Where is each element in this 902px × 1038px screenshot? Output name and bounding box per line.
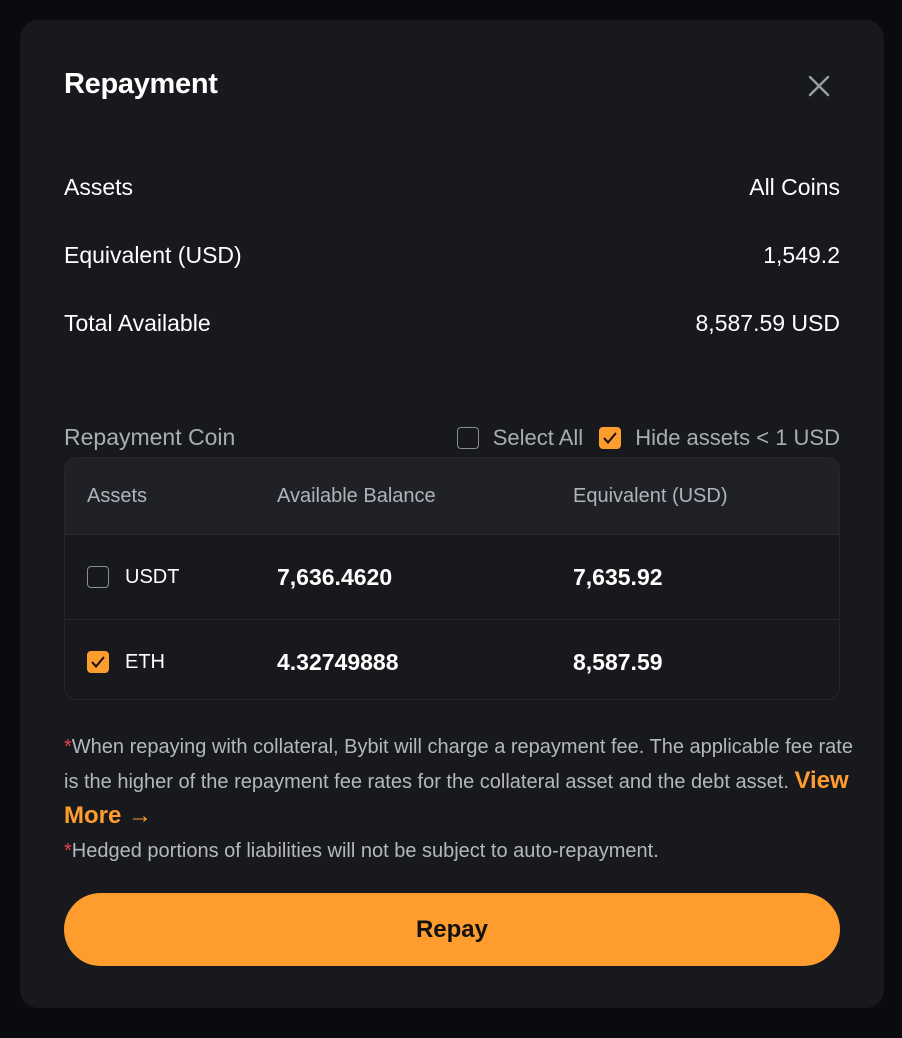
header-assets: Assets: [87, 484, 148, 507]
close-icon[interactable]: [806, 73, 832, 99]
summary-label: Assets: [64, 174, 134, 200]
note-fee: *When repaying with collateral, Bybit wi…: [64, 730, 854, 834]
note-fee-text: When repaying with collateral, Bybit wil…: [64, 736, 853, 793]
select-all-checkbox[interactable]: Select All: [456, 424, 584, 451]
repayment-modal: Repayment Assets All Coins Equivalent (U…: [20, 20, 884, 1008]
fee-notes: *When repaying with collateral, Bybit wi…: [64, 730, 854, 868]
equivalent-usd: 8,587.59: [573, 648, 663, 675]
coin-table: Assets Available Balance Equivalent (USD…: [64, 457, 840, 700]
modal-title: Repayment: [64, 68, 218, 100]
note-hedged-text: Hedged portions of liabilities will not …: [71, 840, 659, 862]
equivalent-usd: 7,635.92: [573, 563, 663, 590]
table-row[interactable]: USDT 7,636.4620 7,635.92: [65, 534, 839, 619]
repayment-coin-label: Repayment Coin: [64, 424, 236, 450]
summary-assets: Assets All Coins: [64, 174, 840, 201]
asset-name: USDT: [125, 565, 180, 588]
header-available-balance: Available Balance: [277, 484, 436, 507]
summary-value: 8,587.59 USD: [695, 310, 840, 336]
note-hedged: *Hedged portions of liabilities will not…: [64, 834, 854, 868]
checkbox-checked-icon[interactable]: [599, 426, 622, 449]
repay-button[interactable]: Repay: [64, 893, 840, 966]
checkbox-checked-icon[interactable]: [87, 651, 109, 673]
summary-value: 1,549.2: [763, 242, 840, 268]
summary-label: Equivalent (USD): [64, 242, 242, 268]
summary-equivalent: Equivalent (USD) 1,549.2: [64, 242, 840, 269]
select-all-label: Select All: [492, 424, 584, 450]
summary-value: All Coins: [749, 174, 840, 200]
asterisk: *: [64, 840, 72, 862]
hide-small-assets-checkbox[interactable]: Hide assets < 1 USD: [599, 425, 840, 451]
header-equivalent: Equivalent (USD): [573, 484, 728, 507]
hide-small-assets-label: Hide assets < 1 USD: [635, 424, 840, 450]
available-balance: 7,636.4620: [277, 563, 393, 590]
asterisk: *: [64, 736, 72, 758]
summary-label: Total Available: [64, 310, 211, 336]
table-row[interactable]: ETH 4.32749888 8,587.59: [65, 619, 839, 699]
asset-name: ETH: [125, 650, 165, 673]
checkbox-unchecked-icon[interactable]: [87, 566, 109, 588]
repayment-coin-header: Repayment Coin Select All Hide assets < …: [64, 424, 840, 451]
checkbox-unchecked-icon[interactable]: [456, 426, 479, 449]
view-more-link[interactable]: View More →: [64, 767, 849, 829]
summary-total-available: Total Available 8,587.59 USD: [64, 310, 840, 337]
table-header: Assets Available Balance Equivalent (USD…: [65, 458, 839, 534]
available-balance: 4.32749888: [277, 648, 399, 675]
